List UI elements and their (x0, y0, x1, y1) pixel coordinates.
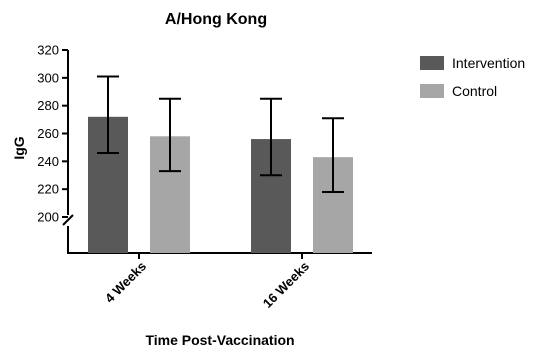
y-ticks: 200 220 240 260 280 300 320 (37, 43, 68, 225)
y-tick-label: 300 (37, 70, 59, 85)
category-label: 16 Weeks (260, 259, 312, 311)
error-bars (97, 75, 344, 193)
bars (88, 116, 353, 253)
y-axis-label: IgG (11, 136, 27, 159)
legend-label: Control (452, 83, 497, 99)
legend-label: Intervention (452, 55, 525, 71)
axis-break-mark (62, 214, 74, 226)
chart-title: A/Hong Kong (165, 11, 267, 28)
x-axis-label: Time Post-Vaccination (145, 332, 294, 348)
y-tick-label: 200 (37, 210, 59, 225)
y-tick-label: 280 (37, 98, 59, 113)
legend-swatch (420, 84, 444, 98)
legend: Intervention Control (420, 55, 525, 99)
category-labels: 4 Weeks 16 Weeks (102, 253, 312, 311)
y-tick-label: 220 (37, 182, 59, 197)
y-tick-label: 240 (37, 154, 59, 169)
legend-swatch (420, 56, 444, 70)
category-label: 4 Weeks (102, 259, 149, 306)
y-tick-label: 260 (37, 126, 59, 141)
y-tick-label: 320 (37, 43, 59, 58)
